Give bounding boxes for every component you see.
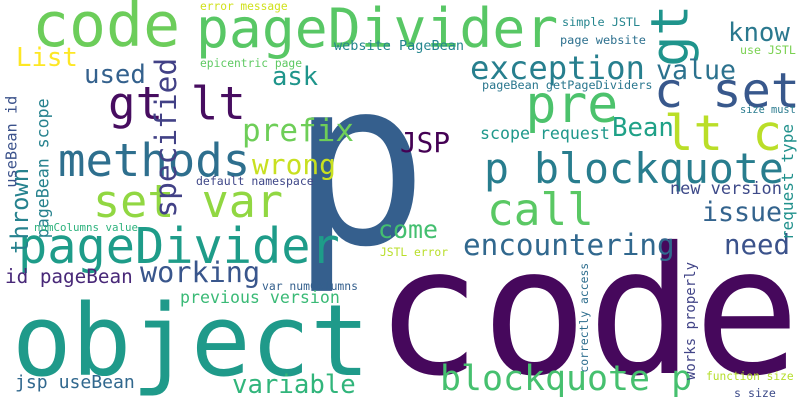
word-exception: exception bbox=[470, 49, 645, 87]
word-JSTL-error: JSTL error bbox=[380, 245, 449, 259]
word-List: List bbox=[16, 43, 78, 73]
word-default-namespace: default namespace bbox=[196, 174, 314, 188]
word-set-var: set var bbox=[93, 174, 284, 228]
word-error-message: error message bbox=[200, 0, 288, 13]
word-new-version: new version bbox=[670, 177, 782, 198]
word-gt-lt: gt lt bbox=[108, 76, 246, 130]
word-request-type: request type bbox=[778, 123, 798, 241]
word-need: need bbox=[724, 229, 790, 261]
word-p: p bbox=[290, 31, 429, 298]
word-id-pageBean: id pageBean bbox=[5, 264, 133, 288]
word-wrong: wrong bbox=[252, 148, 336, 181]
word-website-PageBean: website PageBean bbox=[334, 38, 465, 54]
word-ask: ask bbox=[272, 62, 319, 92]
word-code: code bbox=[32, 0, 181, 61]
word-function-size: function size bbox=[706, 369, 794, 383]
word-pre: pre bbox=[525, 74, 619, 135]
word-pageBean-getPageDividers: pageBean getPageDividers bbox=[482, 78, 653, 92]
word-value: value bbox=[656, 54, 737, 86]
word-pageBean-scope: pageBean scope bbox=[33, 97, 53, 238]
word-code-large: code bbox=[375, 208, 800, 400]
word-object: object bbox=[12, 283, 370, 399]
word-numColumns-value: numColumns value bbox=[34, 220, 139, 234]
word-blockquote-p: blockquote p bbox=[440, 358, 693, 399]
word-size-must: size must bbox=[740, 104, 796, 116]
word-works-properly: works properly bbox=[683, 261, 700, 381]
word-variable: variable bbox=[232, 370, 356, 400]
word-correctly-access: correctly access bbox=[577, 262, 592, 373]
word-simple-JSTL: simple JSTL bbox=[562, 15, 641, 29]
word-jsp-useBean: jsp useBean bbox=[15, 372, 135, 393]
word-issue: issue bbox=[702, 196, 783, 228]
word-used: used bbox=[84, 60, 146, 90]
word-useBean-id: useBean id bbox=[2, 95, 21, 188]
word-pageDivider: pageDivider bbox=[18, 218, 340, 275]
word-s-size: s size bbox=[734, 386, 776, 400]
word-methods: methods bbox=[58, 134, 251, 187]
word-prefix: prefix bbox=[242, 112, 354, 149]
word-var-numColumns: var numColumns bbox=[262, 278, 359, 293]
word-previous-version: previous version bbox=[180, 287, 340, 307]
word-call: call bbox=[487, 185, 594, 236]
word-lt-c: lt c bbox=[664, 104, 783, 162]
word-page-website: page website bbox=[560, 33, 646, 47]
word-pageDivider-top: pageDivider bbox=[196, 0, 559, 60]
word-p-blockquote: p blockquote bbox=[484, 144, 784, 193]
word-JSP: JSP bbox=[400, 126, 451, 159]
word-Bean: Bean bbox=[612, 113, 674, 143]
word-epicentric-page: epicentric page bbox=[200, 56, 303, 70]
word-scope-request: scope request bbox=[480, 123, 610, 143]
word-know: know bbox=[728, 18, 790, 48]
word-working: working bbox=[140, 255, 261, 289]
word-come: come bbox=[378, 214, 438, 244]
word-use-JSTL: use JSTL bbox=[740, 43, 796, 57]
word-c-set: c set bbox=[654, 62, 800, 119]
word-encountering: encountering bbox=[463, 227, 675, 262]
word-specified: specified bbox=[149, 57, 184, 218]
